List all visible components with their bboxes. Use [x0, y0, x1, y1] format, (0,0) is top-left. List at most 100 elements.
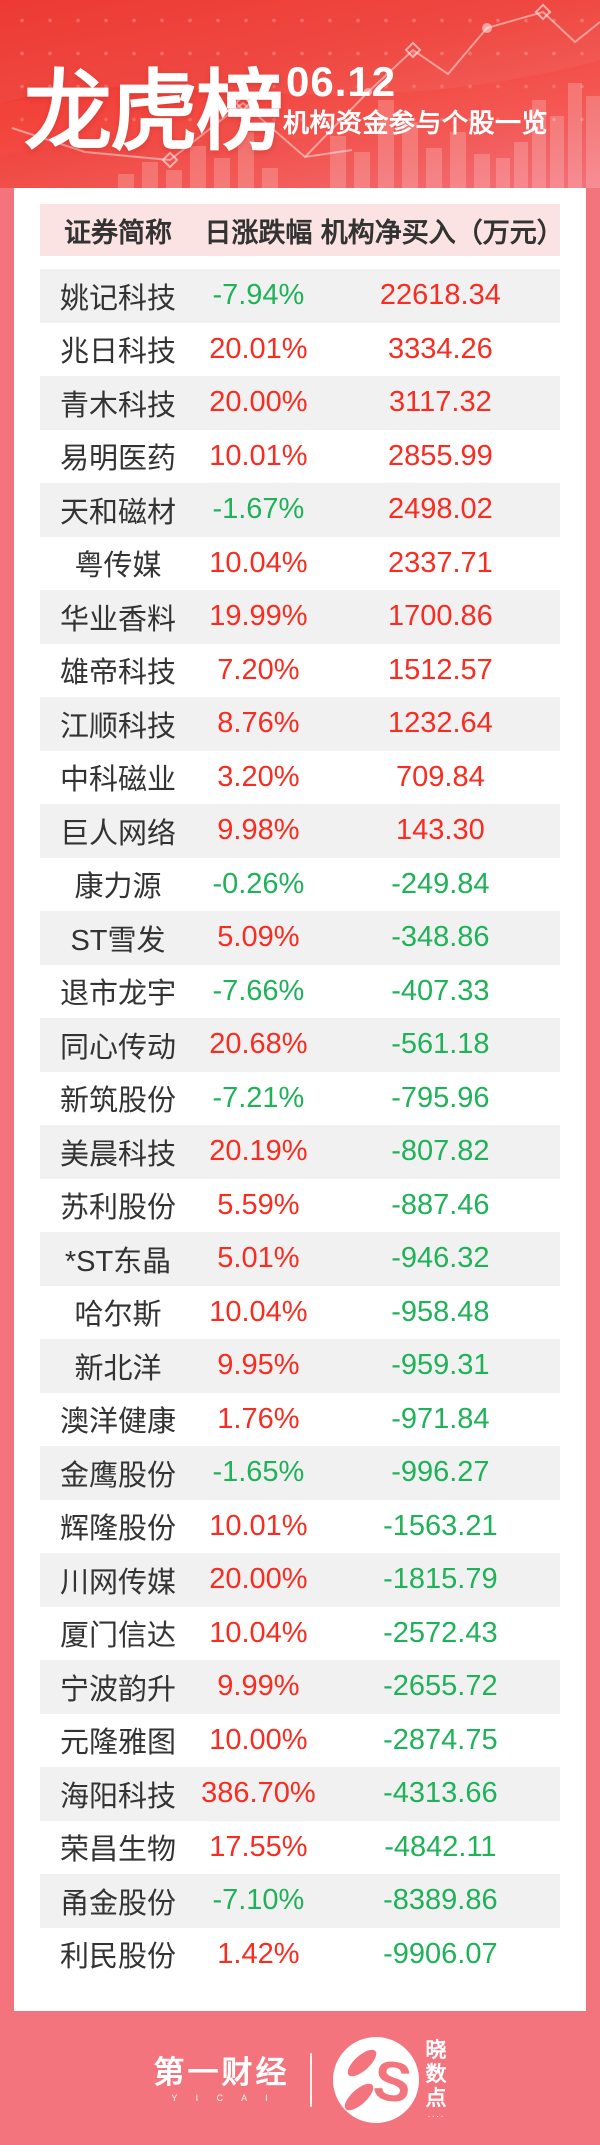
- net-buy-cell: 2855.99: [387, 439, 493, 472]
- net-buy-cell: -996.27: [391, 1456, 490, 1489]
- stock-name-cell: 辉隆股份: [59, 1513, 176, 1546]
- daily-change-cell: 20.00%: [209, 1563, 308, 1596]
- net-buy-cell: -561.18: [391, 1028, 490, 1061]
- table-row: 澳洋健康 1.76% -971.84: [40, 1392, 560, 1446]
- net-buy-cell: -4313.66: [383, 1777, 498, 1810]
- net-buy-cell: -2655.72: [383, 1670, 498, 1703]
- stock-name-cell: 江顺科技: [59, 710, 176, 743]
- table-row: 元隆雅图 10.00% -2874.75: [40, 1713, 560, 1767]
- net-buy-cell: 2337.71: [387, 546, 493, 579]
- decorative-chart-graphic: [0, 0, 600, 188]
- daily-change-cell: 20.68%: [209, 1028, 308, 1061]
- partner-char: 数: [425, 2063, 447, 2086]
- table-row: 美晨科技 20.19% -807.82: [40, 1125, 560, 1179]
- table-row: 新北洋 9.95% -959.31: [40, 1339, 560, 1393]
- daily-change-cell: 10.04%: [209, 546, 308, 579]
- footer-bar: 第一财经 Y I C A I S 晓 数 点 ····: [0, 2011, 600, 2145]
- data-card: 证券简称 日涨跌幅 机构净买入（万元） 姚记科技 -7.94% 22618.34 兆日…: [14, 188, 586, 2011]
- page-title: 龙虎榜: [24, 62, 284, 161]
- page-subtitle: 机构资金参与个股一览: [283, 108, 549, 138]
- daily-change-cell: -0.26%: [212, 867, 305, 900]
- net-buy-cell: -959.31: [391, 1349, 490, 1382]
- net-buy-cell: 1512.57: [387, 653, 493, 686]
- col-header-daily-change: 日涨跌幅: [204, 217, 313, 248]
- stock-name-cell: 川网传媒: [59, 1566, 176, 1599]
- daily-change-cell: -7.66%: [212, 974, 305, 1007]
- stock-name-cell: 金鹰股份: [59, 1459, 176, 1492]
- net-buy-cell: -807.82: [391, 1135, 490, 1168]
- table-row: 哈尔斯 10.04% -958.48: [40, 1285, 560, 1339]
- net-buy-cell: 2498.02: [387, 493, 493, 526]
- stock-name-cell: 粤传媒: [74, 550, 162, 583]
- net-buy-cell: -887.46: [391, 1188, 490, 1221]
- daily-change-cell: 5.59%: [217, 1188, 300, 1221]
- table-row: 甬金股份 -7.10% -8389.86: [40, 1874, 560, 1928]
- partner-char: 晓: [425, 2039, 447, 2062]
- stock-name-cell: 海阳科技: [59, 1780, 176, 1813]
- table-row: 川网传媒 20.00% -1815.79: [40, 1553, 560, 1607]
- table-row: *ST东晶 5.01% -946.32: [40, 1232, 560, 1286]
- table-row: 利民股份 1.42% -9906.07: [40, 1927, 560, 1981]
- net-buy-cell: 709.84: [396, 760, 485, 793]
- stock-name-cell: 哈尔斯: [74, 1299, 162, 1332]
- net-buy-cell: -407.33: [391, 974, 490, 1007]
- daily-change-cell: -7.94%: [212, 279, 305, 312]
- stock-name-cell: 澳洋健康: [59, 1406, 176, 1439]
- stock-name-cell: *ST东晶: [64, 1245, 172, 1278]
- table-row: 青木科技 20.00% 3117.32: [40, 376, 560, 430]
- table-row: 天和磁材 -1.67% 2498.02: [40, 483, 560, 537]
- table-row: 粤传媒 10.04% 2337.71: [40, 536, 560, 590]
- net-buy-cell: 22618.34: [379, 279, 501, 312]
- table-row: 姚记科技 -7.94% 22618.34: [40, 269, 560, 323]
- daily-change-cell: 3.20%: [217, 760, 300, 793]
- table-row: 金鹰股份 -1.65% -996.27: [40, 1446, 560, 1500]
- daily-change-cell: 20.01%: [209, 332, 308, 365]
- footer-divider: [309, 2053, 312, 2107]
- daily-change-cell: 9.95%: [217, 1349, 300, 1382]
- col-header-net-buy: 机构净买入（万元）: [320, 217, 564, 248]
- net-buy-cell: -2572.43: [383, 1616, 498, 1649]
- daily-change-cell: 20.19%: [209, 1135, 308, 1168]
- daily-change-cell: 7.20%: [217, 653, 300, 686]
- yicai-logo: 第一财经 Y I C A I: [154, 2057, 290, 2104]
- daily-change-cell: -1.65%: [212, 1456, 305, 1489]
- table-row: 厦门信达 10.04% -2572.43: [40, 1606, 560, 1660]
- table-row: 易明医药 10.01% 2855.99: [40, 429, 560, 483]
- net-buy-cell: -1815.79: [383, 1563, 498, 1596]
- net-buy-cell: -4842.11: [384, 1830, 497, 1863]
- yicai-logo-latin: Y I C A I: [171, 2093, 276, 2103]
- net-buy-cell: -8389.86: [383, 1884, 498, 1917]
- daily-change-cell: 1.76%: [217, 1402, 300, 1435]
- daily-change-cell: 8.76%: [217, 707, 300, 740]
- net-buy-cell: -795.96: [391, 1081, 490, 1114]
- stock-name-cell: 新北洋: [74, 1352, 162, 1385]
- net-buy-cell: -1563.21: [383, 1509, 498, 1542]
- table-row: 宁波韵升 9.99% -2655.72: [40, 1660, 560, 1714]
- daily-change-cell: 10.01%: [209, 1509, 308, 1542]
- daily-change-cell: 5.09%: [217, 921, 300, 954]
- table-row: 苏利股份 5.59% -887.46: [40, 1178, 560, 1232]
- stock-name-cell: 华业香料: [59, 603, 176, 636]
- net-buy-cell: 1700.86: [387, 600, 493, 633]
- table-row: 雄帝科技 7.20% 1512.57: [40, 643, 560, 697]
- stock-name-cell: 厦门信达: [59, 1620, 176, 1653]
- stock-name-cell: 元隆雅图: [59, 1727, 176, 1760]
- stock-name-cell: 荣昌生物: [59, 1834, 176, 1867]
- table-row: 兆日科技 20.01% 3334.26: [40, 322, 560, 376]
- stock-name-cell: 甬金股份: [59, 1887, 176, 1920]
- stock-name-cell: 中科磁业: [59, 764, 176, 797]
- stock-name-cell: 新筑股份: [59, 1085, 176, 1118]
- daily-change-cell: 10.00%: [209, 1723, 308, 1756]
- daily-change-cell: 10.04%: [209, 1295, 308, 1328]
- daily-change-cell: 17.55%: [209, 1830, 308, 1863]
- net-buy-cell: -958.48: [391, 1295, 490, 1328]
- table-row: 江顺科技 8.76% 1232.64: [40, 697, 560, 751]
- stock-name-cell: 退市龙宇: [59, 978, 176, 1011]
- table-body: 姚记科技 -7.94% 22618.34 兆日科技 20.01% 3334.26 青木科技 2…: [40, 269, 560, 1981]
- net-buy-cell: -249.84: [391, 867, 490, 900]
- stock-name-cell: 同心传动: [59, 1031, 176, 1064]
- daily-change-cell: 386.70%: [201, 1777, 316, 1810]
- table-row: 荣昌生物 17.55% -4842.11: [40, 1820, 560, 1874]
- header-banner: 龙虎榜 06.12 机构资金参与个股一览: [0, 0, 600, 188]
- report-date: 06.12: [286, 58, 397, 105]
